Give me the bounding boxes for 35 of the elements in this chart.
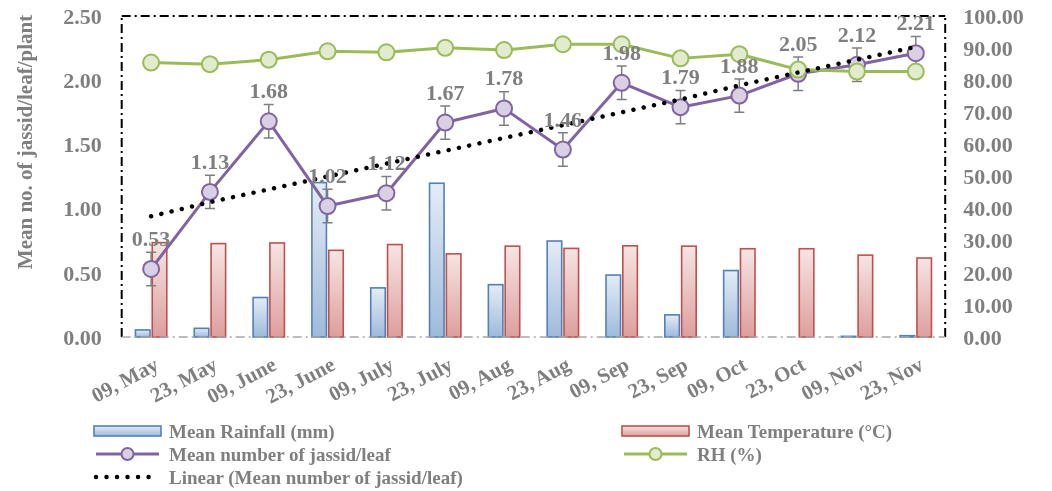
y2-tick-label: 40.00 bbox=[963, 196, 1013, 222]
data-label: 1.79 bbox=[661, 64, 700, 90]
y-tick-label: 1.50 bbox=[63, 132, 102, 158]
data-label: 1.67 bbox=[425, 79, 465, 105]
data-label: 1.13 bbox=[190, 148, 230, 174]
data-label: 0.53 bbox=[131, 225, 171, 251]
legend-label: Mean Temperature (°C) bbox=[697, 420, 893, 443]
y-tick-label: 2.00 bbox=[63, 67, 102, 93]
y2-tick-label: 80.00 bbox=[963, 67, 1013, 93]
data-label: 1.12 bbox=[367, 150, 406, 176]
y-tick-label: 1.00 bbox=[63, 196, 102, 222]
y-tick-label: 0.00 bbox=[63, 324, 102, 350]
y2-tick-label: 70.00 bbox=[963, 100, 1013, 125]
y2-tick-label: 90.00 bbox=[963, 35, 1013, 61]
y-tick-label: 2.50 bbox=[63, 3, 102, 29]
y2-tick-label: 20.00 bbox=[963, 260, 1013, 286]
y-tick-label: 0.50 bbox=[63, 260, 102, 286]
data-label: 2.12 bbox=[837, 21, 877, 47]
y2-tick-label: 100.00 bbox=[963, 3, 1024, 29]
data-label: 1.68 bbox=[249, 78, 288, 104]
data-label: 2.21 bbox=[896, 10, 936, 36]
legend-label: Linear (Mean number of jassid/leaf) bbox=[169, 466, 463, 489]
legend-label: Mean number of jassid/leaf bbox=[169, 443, 392, 465]
y-axis-title: Mean no. of jassid/leaf/plant bbox=[13, 14, 38, 270]
legend-label: Mean Rainfall (mm) bbox=[169, 420, 335, 443]
data-label: 1.78 bbox=[484, 65, 524, 91]
y2-tick-label: 0.00 bbox=[963, 324, 1002, 350]
data-label: 1.46 bbox=[543, 106, 583, 132]
y2-tick-label: 60.00 bbox=[963, 132, 1013, 158]
data-label: 2.05 bbox=[778, 30, 818, 56]
y2-tick-label: 30.00 bbox=[963, 228, 1013, 254]
y2-tick-label: 50.00 bbox=[963, 164, 1013, 190]
y2-tick-label: 10.00 bbox=[963, 292, 1013, 318]
data-label: 1.88 bbox=[720, 52, 759, 78]
legend-label: RH (%) bbox=[697, 443, 762, 466]
